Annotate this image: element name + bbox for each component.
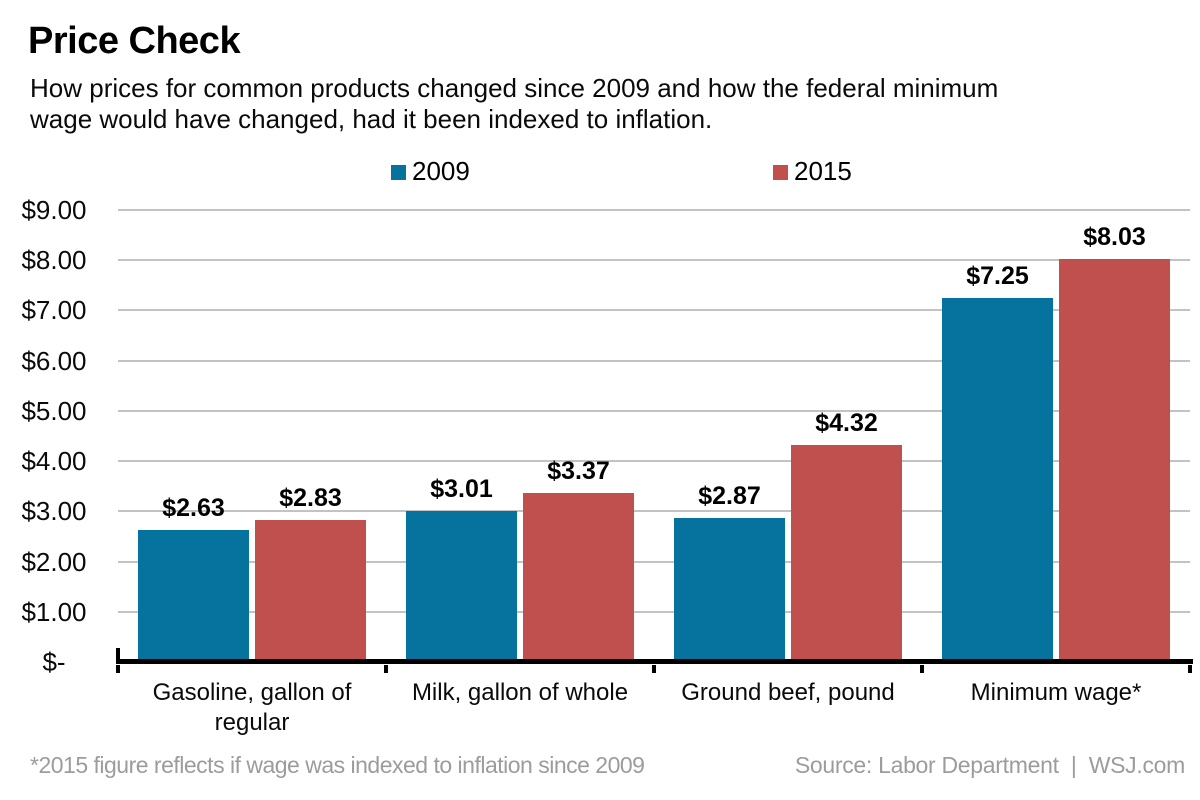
subtitle-line-1: How prices for common products changed s…: [30, 73, 999, 103]
x-axis-line: [116, 659, 1193, 664]
gridline: [118, 359, 1190, 362]
category-label-gasoline-gallon-of-regular: Gasoline, gallon of regular: [152, 679, 352, 736]
x-axis-tick: [1188, 665, 1192, 673]
y-axis-tick-label: $2.00: [21, 546, 87, 577]
bar-value-label: $3.01: [430, 474, 493, 503]
y-axis-tick-label: $9.00: [21, 195, 87, 225]
y-axis-tick-label: $7.00: [21, 295, 87, 326]
page-title: Price Check: [28, 20, 241, 62]
x-axis-tick: [116, 665, 120, 673]
bar-2015-minimum-wage: $8.03: [1059, 223, 1170, 662]
bar-value-label: $8.03: [1083, 222, 1146, 251]
bar-group-ground-beef-pound: $2.87 $4.32: [654, 210, 922, 662]
bar-value-label: $3.37: [547, 456, 610, 485]
bar-2015-milk-gallon-of-whole: $3.37: [523, 457, 634, 662]
bar-2015-gasoline-gallon-of-regular: $2.83: [255, 484, 366, 662]
legend-label-2009: 2009: [412, 156, 470, 186]
source-credit: Source: Labor Department | WSJ.com: [794, 752, 1185, 778]
y-axis-tick-label: $-: [42, 647, 66, 677]
x-axis-category-labels: Gasoline, gallon of regular Milk, gallon …: [118, 678, 1190, 738]
gridline: [118, 610, 1190, 613]
gridline: [118, 209, 1190, 211]
y-axis-tick-label: $6.00: [21, 345, 87, 376]
subtitle-line-2: wage would have changed, had it been ind…: [30, 104, 713, 134]
chart-subtitle: How prices for common products changed s…: [30, 73, 998, 135]
y-axis-labels: $9.00 $8.00 $7.00 $6.00 $5.00 $4.00 $3.00 $2.00…: [8, 195, 100, 677]
bar-2009-gasoline-gallon-of-regular: $2.63: [138, 494, 249, 662]
gridline: [118, 510, 1190, 513]
legend-item-2015: 2015: [773, 156, 852, 187]
x-axis-tick: [920, 665, 924, 673]
bar-value-label: $2.87: [698, 481, 761, 510]
y-axis-tick-label: $8.00: [21, 245, 87, 276]
bar-value-label: $7.25: [966, 261, 1029, 290]
footnote: *2015 figure reflects if wage was indexe…: [30, 752, 645, 778]
bar-2009-ground-beef-pound: $2.87: [674, 482, 785, 662]
legend-swatch-2009: [391, 165, 406, 180]
plot-area: Gasoline, gallon of regular Milk, gallon …: [116, 209, 1193, 736]
bar-value-label: $4.32: [815, 409, 878, 438]
category-label-ground-beef-pound: Ground beef, pound: [681, 679, 895, 706]
legend-item-2009: 2009: [391, 156, 470, 187]
bar-group-milk-gallon-of-whole: $3.01 $3.37: [386, 210, 654, 662]
y-axis-tick-label: $1.00: [21, 596, 87, 627]
x-axis-tick: [652, 665, 656, 673]
category-label-milk-gallon-of-whole: Milk, gallon of whole: [411, 679, 629, 706]
bar-2015-ground-beef-pound: $4.32: [791, 409, 902, 662]
bar-2009-milk-gallon-of-whole: $3.01: [406, 475, 517, 662]
bar-value-label: $2.63: [162, 493, 225, 522]
bar-group-minimum-wage: $7.25 $8.03: [922, 210, 1190, 662]
gridline: [118, 309, 1190, 312]
bar-2009-minimum-wage: $7.25: [942, 262, 1053, 662]
category-label-minimum-wage: Minimum wage*: [970, 679, 1142, 706]
legend-label-2015: 2015: [794, 156, 852, 186]
y-axis-tick-label: $5.00: [21, 395, 87, 426]
gridline: [118, 409, 1190, 412]
gridline: [118, 460, 1190, 463]
y-axis-tick-label: $4.00: [21, 446, 87, 477]
bar-group-gasoline-gallon-of-regular: $2.63 $2.83: [118, 210, 386, 662]
bar-value-label: $2.83: [279, 483, 342, 512]
gridline: [118, 259, 1190, 262]
x-axis-left-stub: [116, 648, 120, 660]
y-axis-tick-label: $3.00: [21, 496, 87, 527]
x-axis-tick: [384, 665, 388, 673]
gridline: [118, 560, 1190, 563]
legend-swatch-2015: [773, 165, 788, 180]
